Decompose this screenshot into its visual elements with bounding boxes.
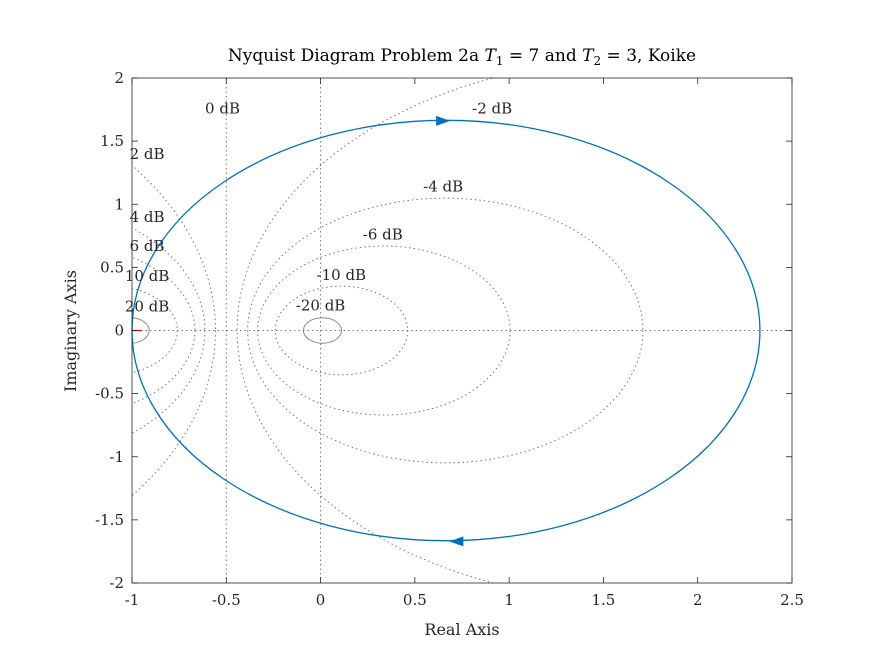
m-circle-label: 6 dB — [130, 237, 165, 255]
tick-labels: -1 -0.5 0 0.5 1 1.5 2 2.5 -2 -1.5 -1 -0.5 0 0.5 1 1.5 2 — [95, 69, 804, 609]
title-t1-subscript: 1 — [496, 54, 504, 68]
m-circle-label: -4 dB — [423, 178, 463, 196]
m-circle-label: -6 dB — [363, 226, 403, 244]
y-tick-label: -1.5 — [95, 511, 124, 529]
m-circle-labels: 0 dB -2 dB 2 dB -4 dB 4 dB -6 dB 6 dB -10 dB 10 … — [125, 99, 512, 315]
y-tick-label: -1 — [109, 448, 124, 466]
y-tick-label: 0.5 — [100, 258, 124, 276]
title-t2-value: = 3, Koike — [607, 46, 697, 66]
title-t1-value: = 7 and — [509, 46, 577, 66]
title-prefix: Nyquist Diagram Problem 2a — [228, 46, 479, 66]
m-circle-20db — [132, 317, 150, 344]
y-tick-label: 0 — [114, 322, 124, 340]
x-axis-label: Real Axis — [424, 620, 499, 639]
m-circle-label: 0 dB — [205, 99, 240, 117]
axes-box — [131, 77, 793, 584]
direction-arrow-left — [449, 536, 464, 547]
x-tick-label: 0 — [316, 591, 326, 609]
x-tick-label: -0.5 — [212, 591, 241, 609]
y-tick-label: -0.5 — [95, 385, 124, 403]
x-tick-label: 0.5 — [403, 591, 427, 609]
x-tick-label: 2 — [693, 591, 703, 609]
m-circle-neg4db — [247, 197, 644, 464]
y-axis-label: Imaginary Axis — [61, 270, 80, 392]
m-circle-label: 20 dB — [125, 298, 169, 316]
x-tick-label: 1.5 — [591, 591, 615, 609]
m-circle-label: -2 dB — [472, 99, 512, 117]
y-tick-label: 2 — [114, 69, 124, 87]
x-tick-label: -1 — [125, 591, 140, 609]
chart-title: Nyquist Diagram Problem 2a T1 = 7 and T2… — [228, 46, 696, 70]
m-circle-label: 4 dB — [130, 208, 165, 226]
title-t1-symbol: T — [485, 46, 498, 66]
y-tick-label: 1.5 — [100, 132, 124, 150]
x-tick-label: 1 — [504, 591, 514, 609]
title-t2-symbol: T — [582, 46, 595, 66]
axis-grid-lines — [132, 78, 792, 583]
m-circle-label: -10 dB — [317, 266, 367, 284]
m-circle-6db — [132, 256, 196, 405]
m-circle-label: -20 dB — [296, 296, 346, 314]
m-circle-label: 2 dB — [130, 145, 165, 163]
y-tick-label: 1 — [114, 195, 124, 213]
y-tick-label: -2 — [109, 574, 124, 592]
m-circle-grid — [132, 78, 792, 583]
m-circle-label: 10 dB — [125, 267, 169, 285]
x-tick-label: 2.5 — [780, 591, 804, 609]
m-circle-4db — [132, 227, 206, 434]
title-t2-subscript: 2 — [594, 54, 602, 68]
direction-arrow-right — [436, 115, 451, 126]
